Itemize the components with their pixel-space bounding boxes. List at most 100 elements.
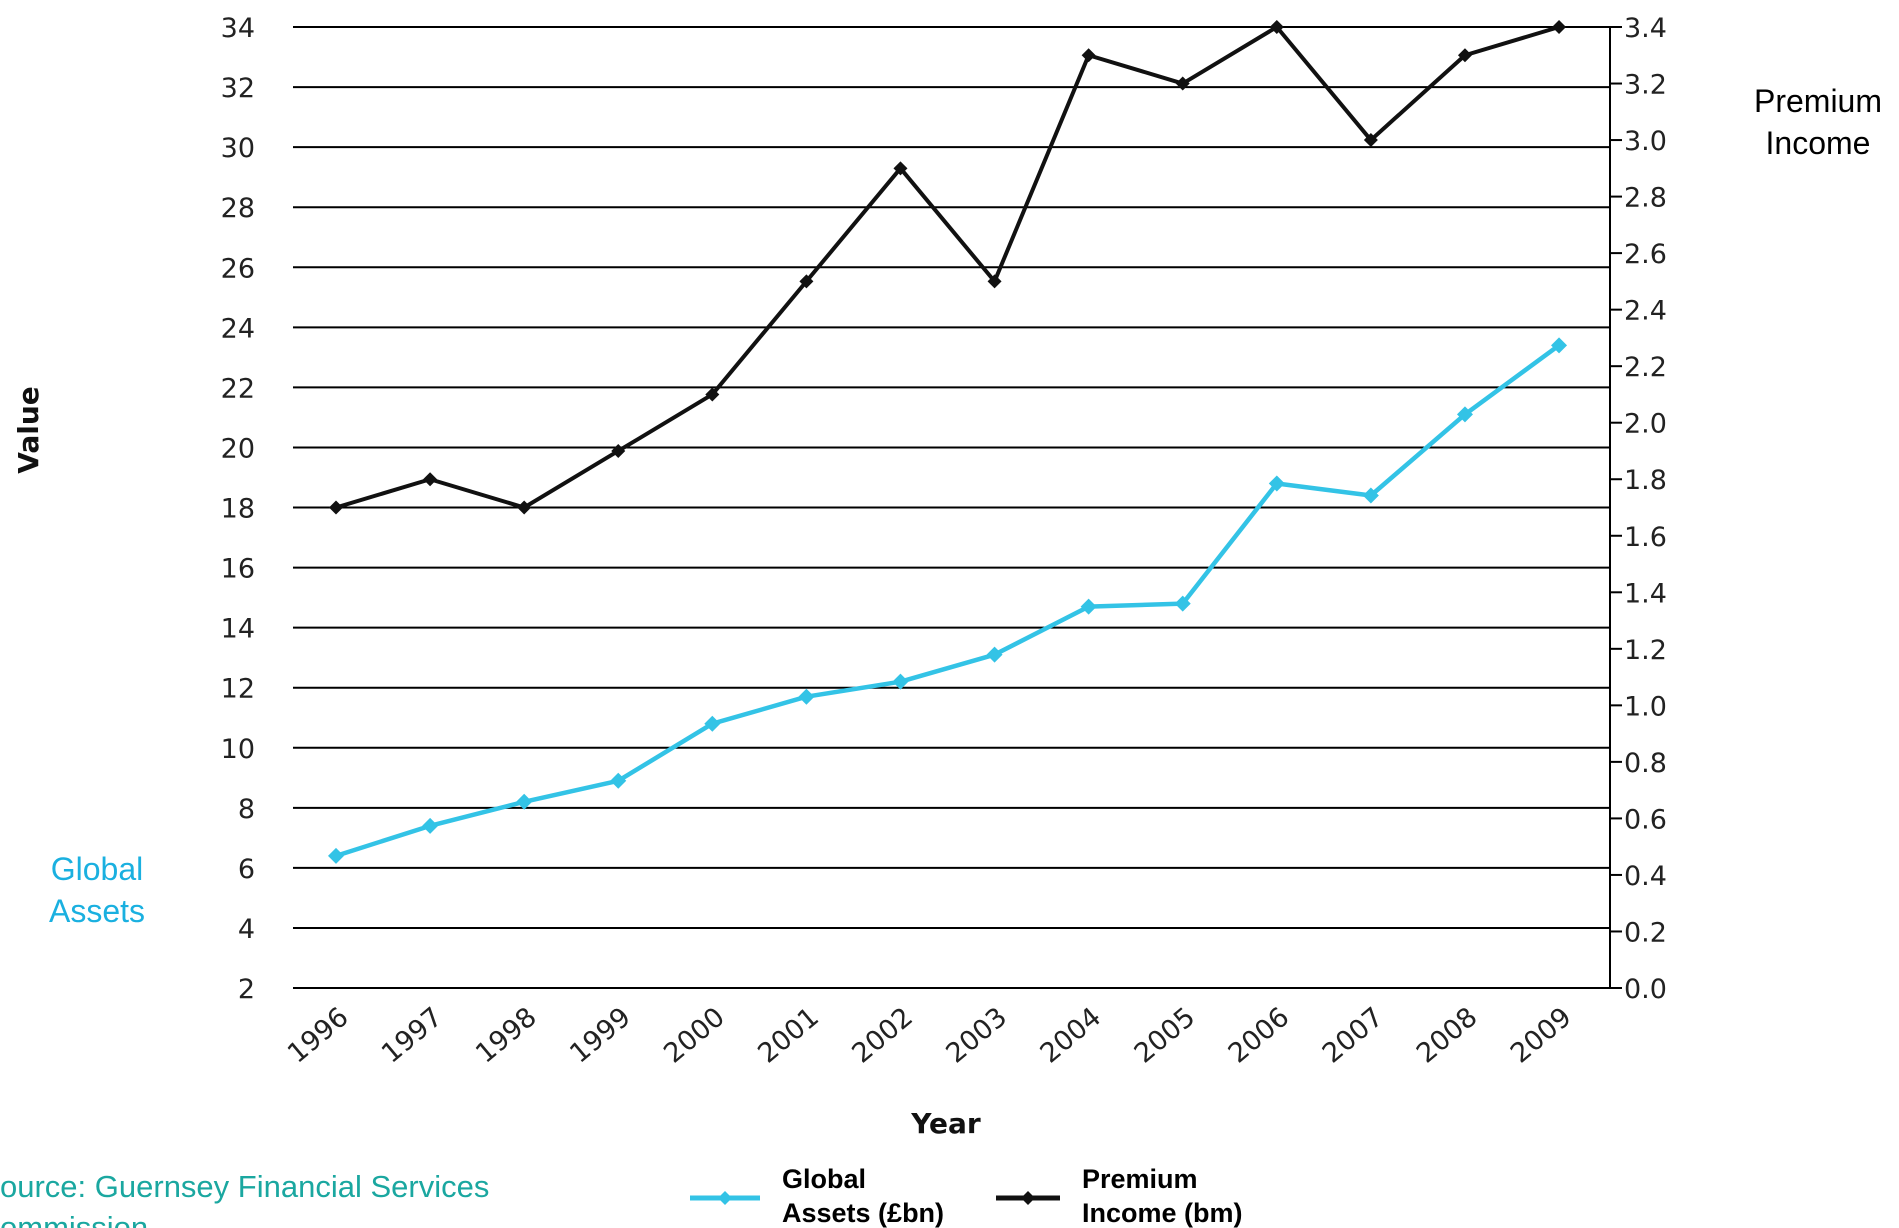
point-global-assets [516, 793, 533, 810]
point-premium-income [611, 443, 626, 458]
source-note-line1: ource: Guernsey Financial Services [0, 1169, 489, 1204]
point-global-assets [704, 715, 721, 732]
x-tick-label: 2000 [658, 1002, 731, 1070]
point-global-assets [892, 673, 909, 690]
right-tick-label: 3.2 [1624, 70, 1667, 101]
point-premium-income [423, 472, 438, 487]
left-tick-label: 32 [221, 73, 255, 104]
point-global-assets [1268, 475, 1285, 492]
right-tick-label: 1.0 [1624, 691, 1667, 722]
point-global-assets [422, 817, 439, 834]
x-tick-label: 2009 [1505, 1002, 1578, 1070]
left-tick-label: 16 [221, 554, 255, 585]
legend-label-premium-line2: Income (bm) [1082, 1198, 1243, 1228]
legend-label-global-line1: Global [782, 1164, 866, 1194]
left-tick-label: 2 [238, 974, 255, 1005]
point-premium-income [1552, 20, 1567, 34]
point-global-assets [1456, 406, 1473, 423]
right-tick-label: 3.4 [1624, 13, 1667, 44]
point-premium-income [1363, 133, 1378, 148]
right-tick-label: 2.6 [1624, 239, 1667, 270]
x-tick-label: 2001 [752, 1002, 825, 1070]
x-tick-label: 2003 [940, 1002, 1013, 1070]
left-tick-label: 4 [238, 914, 255, 945]
left-tick-label: 6 [238, 854, 255, 885]
source-note-line2: ommission [0, 1210, 148, 1228]
legend-label-global-line2: Assets (£bn) [782, 1198, 944, 1228]
series-line-global-assets [335, 343, 1561, 859]
right-tick-label: 2.8 [1624, 183, 1667, 214]
point-global-assets [1080, 598, 1097, 615]
point-global-assets [1551, 337, 1568, 354]
left-tick-label: 12 [221, 674, 255, 705]
right-tick-label: 0.6 [1624, 804, 1667, 835]
right-tick-label: 1.6 [1624, 522, 1667, 553]
point-global-assets [798, 688, 815, 705]
left-tick-label: 14 [221, 614, 255, 645]
legend-label-premium-line1: Premium [1082, 1164, 1198, 1194]
left-tick-label: 26 [221, 253, 255, 284]
point-premium-income [987, 274, 1002, 289]
right-tick-label: 3.0 [1624, 126, 1667, 157]
y-axis-title: Value [12, 386, 45, 474]
legend: Global Assets (£bn) Premium Income (bm) [690, 1164, 1243, 1228]
left-tick-label: 8 [238, 794, 255, 825]
x-tick-label: 2007 [1317, 1002, 1390, 1070]
left-tick-label: 34 [221, 13, 255, 44]
right-side-label-line1: Premium [1754, 83, 1882, 119]
gridlines [293, 26, 1610, 989]
x-tick-label: 1997 [376, 1002, 449, 1070]
right-tick-label: 2.0 [1624, 409, 1667, 440]
left-tick-label: 20 [221, 433, 255, 464]
x-tick-label: 1999 [564, 1002, 637, 1070]
left-tick-label: 28 [221, 193, 255, 224]
x-tick-label: 2002 [846, 1002, 919, 1070]
point-premium-income [1269, 20, 1284, 34]
legend-item-global-assets: Global Assets (£bn) [690, 1164, 944, 1228]
left-tick-label: 10 [221, 734, 255, 765]
point-premium-income [517, 500, 532, 515]
right-side-label-line2: Income [1766, 125, 1871, 161]
x-tick-label: 2005 [1129, 1002, 1202, 1070]
legend-marker-global-assets [718, 1191, 732, 1205]
x-tick-label: 1996 [282, 1002, 355, 1070]
right-tick-label: 0.4 [1624, 861, 1667, 892]
point-premium-income [893, 161, 908, 176]
left-side-label-line1: Global [51, 851, 144, 887]
series-line-premium-income [335, 25, 1560, 510]
right-tick-label: 2.2 [1624, 352, 1667, 383]
left-tick-label: 22 [221, 373, 255, 404]
legend-item-premium-income: Premium Income (bm) [996, 1164, 1243, 1228]
right-tick-label: 0.0 [1624, 974, 1667, 1005]
x-tick-label: 2004 [1035, 1002, 1108, 1070]
right-tick-label: 0.2 [1624, 917, 1667, 948]
point-global-assets [610, 772, 627, 789]
right-tick-label: 0.8 [1624, 748, 1667, 779]
right-tick-label: 1.8 [1624, 465, 1667, 496]
point-premium-income [329, 500, 343, 515]
right-tick-label: 1.2 [1624, 635, 1667, 666]
right-tick-label: 1.4 [1624, 578, 1667, 609]
legend-marker-premium-income [1021, 1191, 1035, 1205]
right-axis-ticks: 0.0 0.2 0.4 0.6 0.8 1.0 1.2 1.4 1.6 1.8 2.0 2.2 2.4 2… [1609, 13, 1667, 1005]
point-global-assets [328, 847, 344, 864]
point-premium-income [1081, 48, 1096, 63]
left-side-label-line2: Assets [49, 893, 145, 929]
point-global-assets [1174, 595, 1191, 612]
x-tick-label: 2008 [1411, 1002, 1484, 1070]
left-tick-label: 24 [221, 313, 255, 344]
point-premium-income [799, 274, 814, 289]
point-global-assets [986, 646, 1003, 663]
point-premium-income [1457, 48, 1472, 63]
right-tick-label: 2.4 [1624, 296, 1667, 327]
x-tick-label: 1998 [470, 1002, 543, 1070]
x-axis-ticks: 1996 1997 1998 1999 2000 2001 2002 2003 2004 2005… [282, 1002, 1578, 1070]
point-premium-income [1175, 76, 1190, 91]
point-global-assets [1362, 487, 1379, 504]
point-premium-income [705, 387, 720, 402]
left-tick-label: 30 [221, 133, 255, 164]
left-tick-label: 18 [221, 494, 255, 525]
x-tick-label: 2006 [1223, 1002, 1296, 1070]
